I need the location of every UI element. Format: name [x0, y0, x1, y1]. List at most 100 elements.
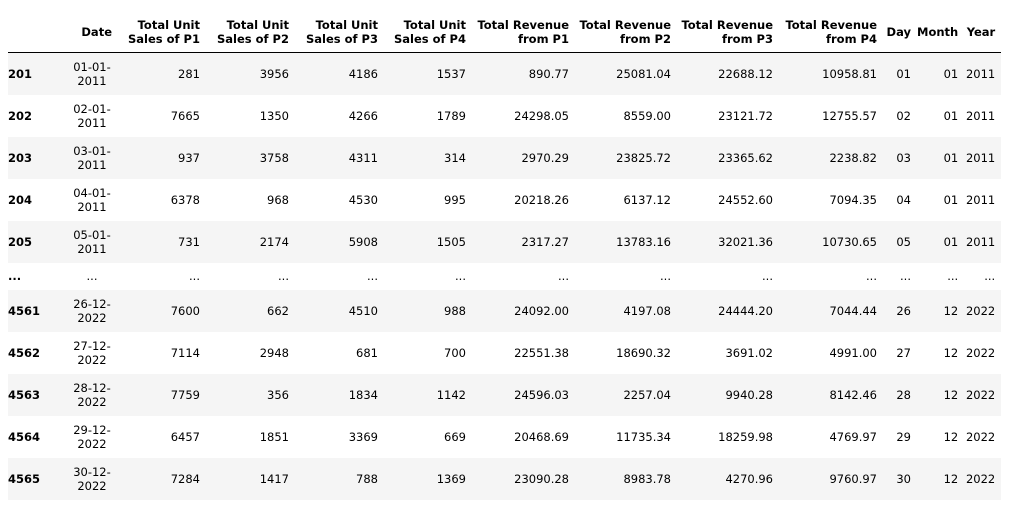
- cell-unit-sales-p3: 788: [356, 471, 378, 486]
- row-index: 4564: [8, 429, 41, 444]
- cell-unit-sales-p3: ...: [367, 269, 378, 283]
- cell-unit-sales-p4: 1789: [436, 108, 466, 123]
- table-row: .......................................: [8, 262, 1002, 290]
- cell-unit-sales-p1: 7600: [170, 303, 200, 318]
- cell-unit-sales-p1: 731: [178, 234, 200, 249]
- header-day: Day: [883, 12, 917, 53]
- cell-unit-sales-p3: 1834: [348, 387, 378, 402]
- cell-revenue-p1: 2317.27: [521, 234, 569, 249]
- cell-day: 05: [896, 234, 911, 249]
- date-text: 28-12-2022: [73, 380, 111, 409]
- cell-unit-sales-p4: 669: [444, 429, 466, 444]
- cell-date: 03-01-2011: [52, 137, 118, 179]
- table-row: 4561 26-12-2022 7600 662 4510 988 24092.00 4197…: [8, 289, 1002, 332]
- cell-revenue-p2: 18690.32: [616, 345, 671, 360]
- row-index: 4562: [8, 345, 41, 360]
- cell-revenue-p3: 4270.96: [725, 471, 773, 486]
- cell-month: 01: [943, 66, 959, 81]
- cell-date: 05-01-2011: [52, 221, 118, 263]
- header-date: Date: [52, 12, 118, 53]
- header-unit-sales-p3: Total Unit Sales of P3: [295, 12, 384, 53]
- cell-revenue-p3: 24552.60: [718, 192, 773, 207]
- date-text: 29-12-2022: [73, 422, 111, 451]
- cell-revenue-p4: ...: [866, 269, 877, 283]
- cell-revenue-p3: 22688.12: [718, 66, 773, 81]
- table-body: 201 01-01-2011 281 3956 4186 1537 890.77 25081.…: [8, 52, 1002, 500]
- table-row: 203 03-01-2011 937 3758 4311 314 2970.29 23825.…: [8, 136, 1002, 179]
- cell-revenue-p2: 8559.00: [623, 108, 671, 123]
- cell-unit-sales-p4: 988: [444, 303, 466, 318]
- cell-date: 04-01-2011: [52, 179, 118, 221]
- date-text: 26-12-2022: [73, 296, 111, 325]
- cell-day: 01: [896, 66, 911, 81]
- cell-unit-sales-p2: 3758: [259, 150, 289, 165]
- date-text: ...: [86, 269, 98, 283]
- cell-month: 12: [943, 303, 959, 318]
- table-row: 205 05-01-2011 731 2174 5908 1505 2317.27 13783…: [8, 220, 1002, 263]
- cell-year: ...: [984, 269, 996, 283]
- table-row: 4562 27-12-2022 7114 2948 681 700 22551.38 1869…: [8, 331, 1002, 374]
- cell-revenue-p4: 7044.44: [829, 303, 877, 318]
- cell-unit-sales-p4: 1537: [436, 66, 466, 81]
- cell-unit-sales-p4: 1505: [436, 234, 466, 249]
- cell-revenue-p2: 23825.72: [616, 150, 671, 165]
- cell-date: 26-12-2022: [52, 290, 118, 332]
- cell-revenue-p2: 8983.78: [623, 471, 671, 486]
- cell-revenue-p2: 11735.34: [616, 429, 671, 444]
- cell-day: ...: [900, 269, 911, 283]
- cell-unit-sales-p1: ...: [189, 269, 200, 283]
- cell-revenue-p4: 7094.35: [829, 192, 877, 207]
- cell-revenue-p1: 890.77: [528, 66, 569, 81]
- cell-revenue-p4: 4991.00: [829, 345, 877, 360]
- cell-unit-sales-p3: 4530: [348, 192, 378, 207]
- table-row: 201 01-01-2011 281 3956 4186 1537 890.77 25081.…: [8, 52, 1002, 95]
- cell-day: 29: [896, 429, 911, 444]
- cell-unit-sales-p2: 968: [267, 192, 289, 207]
- date-text: 30-12-2022: [73, 464, 111, 493]
- cell-revenue-p3: 23365.62: [718, 150, 773, 165]
- row-index: 203: [8, 150, 33, 165]
- table-row: 4565 30-12-2022 7284 1417 788 1369 23090.28 898…: [8, 457, 1002, 500]
- cell-unit-sales-p1: 7759: [170, 387, 200, 402]
- cell-date: ...: [52, 263, 118, 290]
- cell-year: 2011: [965, 66, 996, 81]
- header-year: Year: [964, 12, 1002, 53]
- cell-unit-sales-p1: 7114: [170, 345, 200, 360]
- cell-date: 28-12-2022: [52, 374, 118, 416]
- table-row: 4563 28-12-2022 7759 356 1834 1142 24596.03 225…: [8, 373, 1002, 416]
- cell-revenue-p3: 3691.02: [725, 345, 773, 360]
- cell-revenue-p2: 25081.04: [616, 66, 671, 81]
- cell-revenue-p4: 10958.81: [822, 66, 877, 81]
- cell-unit-sales-p1: 937: [178, 150, 200, 165]
- cell-unit-sales-p1: 7284: [170, 471, 200, 486]
- cell-date: 29-12-2022: [52, 416, 118, 458]
- header-revenue-p3: Total Revenue from P3: [677, 12, 779, 53]
- dataframe-container: Date Total Unit Sales of P1 Total Unit S…: [8, 12, 1002, 500]
- cell-revenue-p1: 24092.00: [514, 303, 569, 318]
- cell-day: 30: [896, 471, 911, 486]
- row-index: 205: [8, 234, 33, 249]
- cell-unit-sales-p2: 2948: [259, 345, 289, 360]
- cell-unit-sales-p4: 314: [444, 150, 466, 165]
- date-text: 04-01-2011: [73, 185, 111, 214]
- cell-revenue-p2: ...: [660, 269, 671, 283]
- cell-unit-sales-p1: 6378: [170, 192, 200, 207]
- table-header: Date Total Unit Sales of P1 Total Unit S…: [8, 12, 1002, 53]
- cell-revenue-p1: 2970.29: [521, 150, 569, 165]
- date-text: 05-01-2011: [73, 227, 111, 256]
- cell-day: 03: [896, 150, 911, 165]
- cell-unit-sales-p4: 700: [444, 345, 466, 360]
- date-text: 03-01-2011: [73, 143, 111, 172]
- cell-revenue-p4: 2238.82: [829, 150, 877, 165]
- row-index: 201: [8, 66, 33, 81]
- cell-year: 2022: [965, 345, 996, 360]
- row-index: 4565: [8, 471, 41, 486]
- cell-month: 12: [943, 345, 959, 360]
- cell-month: 01: [943, 192, 959, 207]
- table-row: 4564 29-12-2022 6457 1851 3369 669 20468.69 117…: [8, 415, 1002, 458]
- cell-revenue-p4: 12755.57: [822, 108, 877, 123]
- cell-unit-sales-p3: 4510: [348, 303, 378, 318]
- cell-revenue-p3: 24444.20: [718, 303, 773, 318]
- cell-day: 04: [896, 192, 911, 207]
- cell-revenue-p4: 9760.97: [829, 471, 877, 486]
